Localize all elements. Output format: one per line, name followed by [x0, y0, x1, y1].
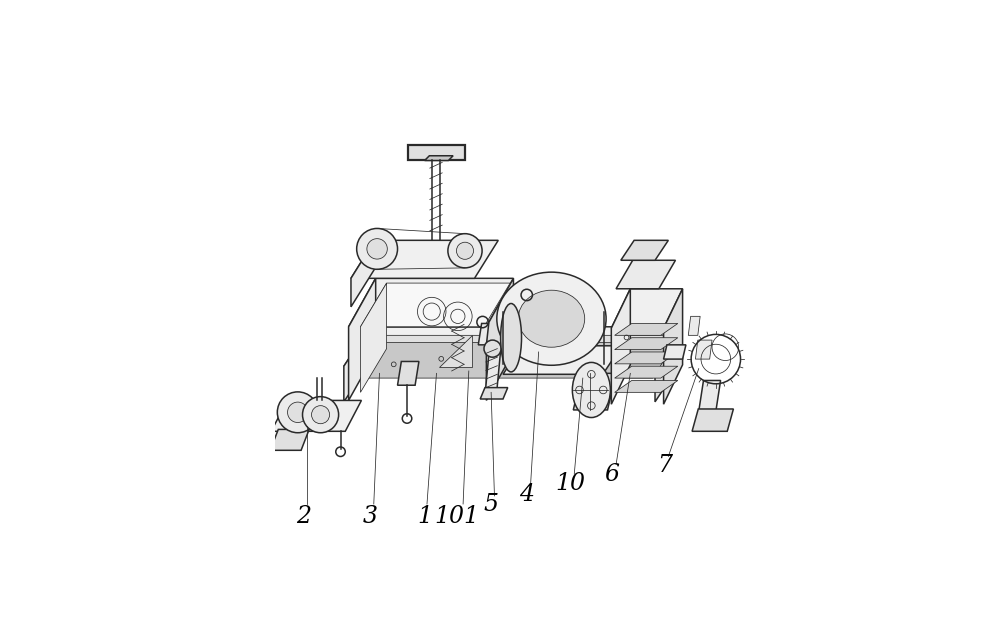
- Polygon shape: [344, 327, 370, 402]
- Polygon shape: [503, 346, 622, 375]
- Text: 5: 5: [484, 494, 499, 516]
- Polygon shape: [398, 362, 419, 385]
- Circle shape: [277, 392, 318, 433]
- Polygon shape: [695, 340, 712, 359]
- Polygon shape: [349, 278, 376, 400]
- Circle shape: [357, 228, 398, 269]
- Ellipse shape: [518, 290, 585, 347]
- Polygon shape: [615, 381, 678, 392]
- Polygon shape: [360, 283, 387, 392]
- Polygon shape: [351, 240, 498, 278]
- Polygon shape: [408, 146, 465, 160]
- Ellipse shape: [501, 304, 522, 372]
- Polygon shape: [615, 352, 678, 364]
- Text: 4: 4: [519, 483, 534, 506]
- Polygon shape: [478, 323, 489, 345]
- Polygon shape: [664, 345, 686, 359]
- Ellipse shape: [572, 362, 610, 418]
- Polygon shape: [425, 155, 453, 160]
- Text: 7: 7: [657, 455, 672, 478]
- Polygon shape: [664, 289, 683, 404]
- Circle shape: [456, 242, 474, 259]
- Polygon shape: [616, 260, 675, 289]
- Circle shape: [448, 234, 482, 268]
- Polygon shape: [351, 240, 375, 307]
- Polygon shape: [692, 409, 733, 431]
- Polygon shape: [486, 278, 513, 400]
- Text: 101: 101: [434, 505, 479, 528]
- Polygon shape: [271, 400, 361, 431]
- Circle shape: [484, 340, 501, 357]
- Polygon shape: [480, 387, 508, 399]
- Text: 10: 10: [555, 472, 585, 495]
- Polygon shape: [349, 336, 678, 371]
- Text: 2: 2: [296, 505, 311, 528]
- Polygon shape: [360, 283, 510, 327]
- Text: 1: 1: [417, 505, 432, 528]
- Polygon shape: [439, 336, 472, 367]
- Text: 3: 3: [362, 505, 377, 528]
- Circle shape: [303, 397, 339, 433]
- Polygon shape: [485, 350, 501, 391]
- Circle shape: [288, 402, 308, 423]
- Polygon shape: [699, 381, 721, 412]
- Circle shape: [367, 239, 387, 259]
- Polygon shape: [621, 240, 668, 260]
- Polygon shape: [615, 337, 678, 350]
- Polygon shape: [270, 429, 309, 450]
- Polygon shape: [573, 373, 616, 410]
- Polygon shape: [688, 317, 700, 336]
- Ellipse shape: [497, 272, 606, 365]
- Polygon shape: [349, 342, 675, 378]
- Circle shape: [312, 405, 330, 424]
- Polygon shape: [655, 327, 681, 402]
- Text: 6: 6: [605, 463, 620, 486]
- Polygon shape: [615, 323, 678, 336]
- Polygon shape: [611, 289, 683, 328]
- Polygon shape: [344, 327, 681, 366]
- Polygon shape: [349, 278, 513, 327]
- Polygon shape: [611, 289, 630, 404]
- Polygon shape: [615, 366, 678, 378]
